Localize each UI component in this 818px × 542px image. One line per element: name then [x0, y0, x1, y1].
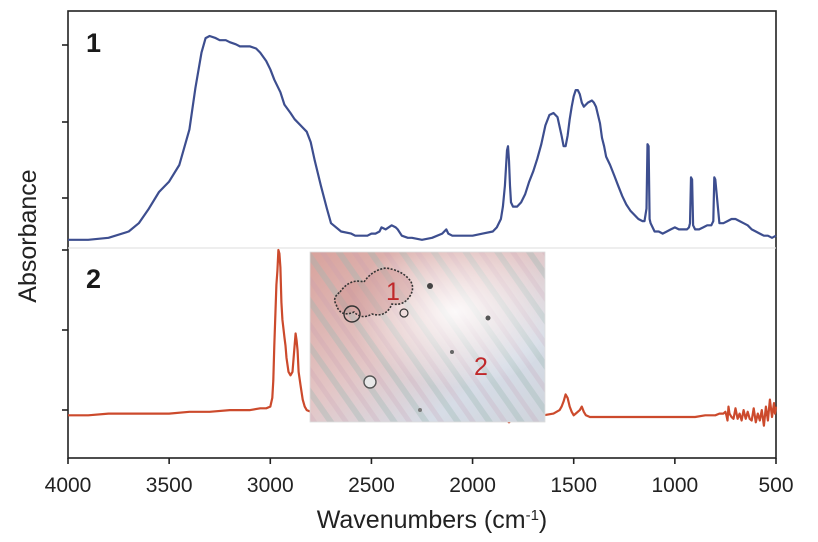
x-tick-label: 2000: [449, 474, 496, 497]
x-axis: 4000 3500 3000 2500 2000 1500 1000 500: [45, 458, 794, 497]
series-layer: [68, 34, 778, 427]
panel-label-1: 1: [86, 28, 101, 58]
plot-frame: [67, 10, 777, 459]
y-axis-ticks: [62, 44, 68, 411]
x-tick-label: 3500: [146, 474, 193, 497]
inset-label-2: 2: [474, 353, 488, 381]
x-tick-label: 4000: [45, 474, 92, 497]
particle-outline: [333, 267, 414, 318]
inset-micrograph: [310, 252, 545, 422]
series-2-line: [68, 248, 778, 427]
y-axis-title: Absorbance: [14, 169, 42, 302]
panel-label-2: 2: [86, 264, 101, 294]
inset-border: [309, 251, 546, 423]
x-tick-label: 500: [758, 474, 793, 497]
x-tick-label: 3000: [247, 474, 294, 497]
x-axis-title: Wavenumbers (cm-1): [317, 506, 548, 534]
x-tick-label: 1500: [550, 474, 597, 497]
series-1-line: [68, 34, 777, 241]
x-tick-label: 2500: [348, 474, 395, 497]
x-tick-label: 1000: [651, 474, 698, 497]
inset-label-1: 1: [386, 278, 400, 306]
